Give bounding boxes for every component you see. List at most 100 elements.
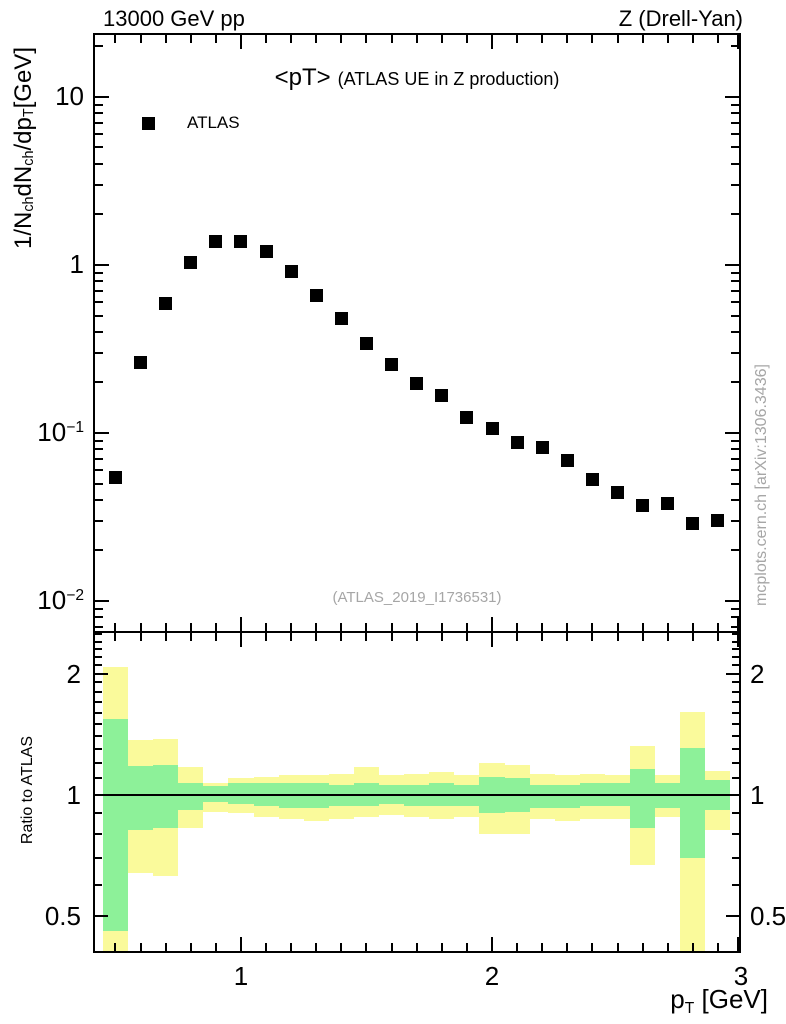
data-point-square	[535, 440, 549, 454]
y-minor-tick	[95, 314, 103, 317]
x-minor-tick	[465, 623, 468, 631]
y-minor-tick	[731, 213, 739, 216]
y-minor-tick	[731, 482, 739, 485]
label-part: 10	[37, 584, 67, 615]
x-minor-tick	[390, 35, 393, 43]
data-point-square	[585, 472, 599, 486]
y-minor-tick	[731, 133, 739, 136]
y-minor-tick	[731, 519, 739, 522]
x-axis-tick-label: 1	[233, 961, 249, 991]
ratio-y-minor-tick	[95, 777, 102, 780]
x-minor-tick	[214, 633, 217, 641]
x-minor-tick	[189, 35, 192, 43]
data-point-square	[661, 497, 675, 511]
ratio-y-major-tick	[726, 672, 739, 675]
x-minor-tick	[365, 943, 368, 951]
ratio-y-minor-tick	[95, 883, 102, 886]
x-minor-tick	[265, 623, 268, 631]
data-point-square	[334, 311, 348, 325]
ratio-band-green	[554, 784, 580, 808]
ratio-y-tick-label-right: 0.5	[750, 901, 786, 932]
ratio-y-minor-tick	[95, 711, 102, 714]
y-minor-tick	[95, 213, 103, 216]
x-minor-tick	[616, 633, 619, 641]
x-major-tick	[239, 937, 242, 951]
y-minor-tick	[95, 112, 103, 115]
ratio-y-major-tick	[95, 672, 108, 675]
ratio-y-minor-tick	[95, 812, 102, 815]
x-major-tick	[491, 937, 493, 951]
x-minor-tick	[591, 943, 594, 951]
x-minor-tick	[666, 623, 669, 631]
x-minor-tick	[340, 943, 343, 951]
y-minor-tick	[731, 469, 739, 472]
x-minor-tick	[164, 35, 167, 43]
y-major-tick	[725, 431, 739, 434]
y-minor-tick	[95, 146, 103, 149]
x-minor-tick	[340, 633, 343, 641]
ratio-y-major-tick	[95, 794, 108, 796]
y-minor-tick	[95, 469, 103, 472]
ratio-y-minor-tick	[732, 833, 739, 836]
x-minor-tick	[516, 623, 519, 631]
x-major-tick	[239, 35, 242, 49]
y-minor-tick	[731, 351, 739, 354]
x-minor-tick	[440, 633, 443, 641]
x-minor-tick	[265, 633, 268, 641]
data-point-square	[611, 486, 624, 500]
x-minor-tick	[290, 35, 293, 43]
label-part: 1	[69, 248, 84, 279]
ratio-band-green	[630, 768, 656, 828]
x-minor-tick	[139, 943, 142, 951]
data-point-square	[485, 421, 499, 435]
legend-item-atlas: ATLAS	[187, 113, 240, 132]
y-axis-tick-label: 10−2	[37, 585, 84, 616]
label-part: −1	[66, 419, 84, 437]
ratio-y-minor-tick	[732, 856, 739, 859]
y-minor-tick	[731, 121, 739, 124]
ratio-y-minor-tick	[95, 856, 102, 859]
x-major-tick	[737, 633, 739, 647]
x-minor-tick	[164, 623, 167, 631]
side-note-mcplots-arxiv: mcplots.cern.ch [arXiv:1306.3436]	[753, 364, 770, 606]
x-minor-tick	[541, 35, 544, 43]
x-major-tick	[239, 617, 242, 631]
data-point-square	[686, 516, 700, 530]
x-minor-tick	[164, 943, 167, 951]
x-minor-tick	[666, 943, 669, 951]
x-minor-tick	[390, 633, 393, 641]
x-minor-tick	[516, 633, 519, 641]
label-part: [GeV]	[694, 984, 768, 1014]
x-minor-tick	[566, 623, 569, 631]
y-minor-tick	[731, 280, 739, 283]
x-axis-title: pT [GeV]	[670, 984, 768, 1018]
main-y-axis-title: 1/N ch dN ch/dp T [GeV]	[10, 0, 38, 348]
y-minor-tick	[731, 301, 739, 304]
label-part: T	[21, 108, 38, 118]
data-point-square	[234, 235, 248, 249]
y-minor-tick	[95, 607, 103, 610]
label-part: dN	[10, 165, 37, 197]
y-minor-tick	[731, 616, 739, 619]
y-major-tick	[95, 263, 109, 266]
label-part: T	[684, 1000, 695, 1018]
y-minor-tick	[731, 162, 739, 165]
ratio-y-minor-tick	[95, 648, 102, 650]
y-minor-tick	[95, 301, 103, 304]
x-minor-tick	[616, 623, 619, 631]
y-minor-tick	[731, 439, 739, 442]
x-major-tick	[491, 617, 493, 631]
x-minor-tick	[214, 35, 217, 43]
ratio-band-green	[529, 784, 555, 808]
x-minor-tick	[691, 623, 694, 631]
x-minor-tick	[591, 633, 594, 641]
x-axis-tick-label: 3	[733, 961, 749, 991]
ratio-y-minor-tick	[732, 640, 739, 643]
ratio-y-minor-tick	[95, 663, 102, 666]
y-minor-tick	[95, 103, 103, 106]
x-minor-tick	[716, 943, 719, 951]
x-minor-tick	[541, 623, 544, 631]
x-minor-tick	[641, 633, 644, 641]
ratio-y-minor-tick	[95, 722, 102, 725]
